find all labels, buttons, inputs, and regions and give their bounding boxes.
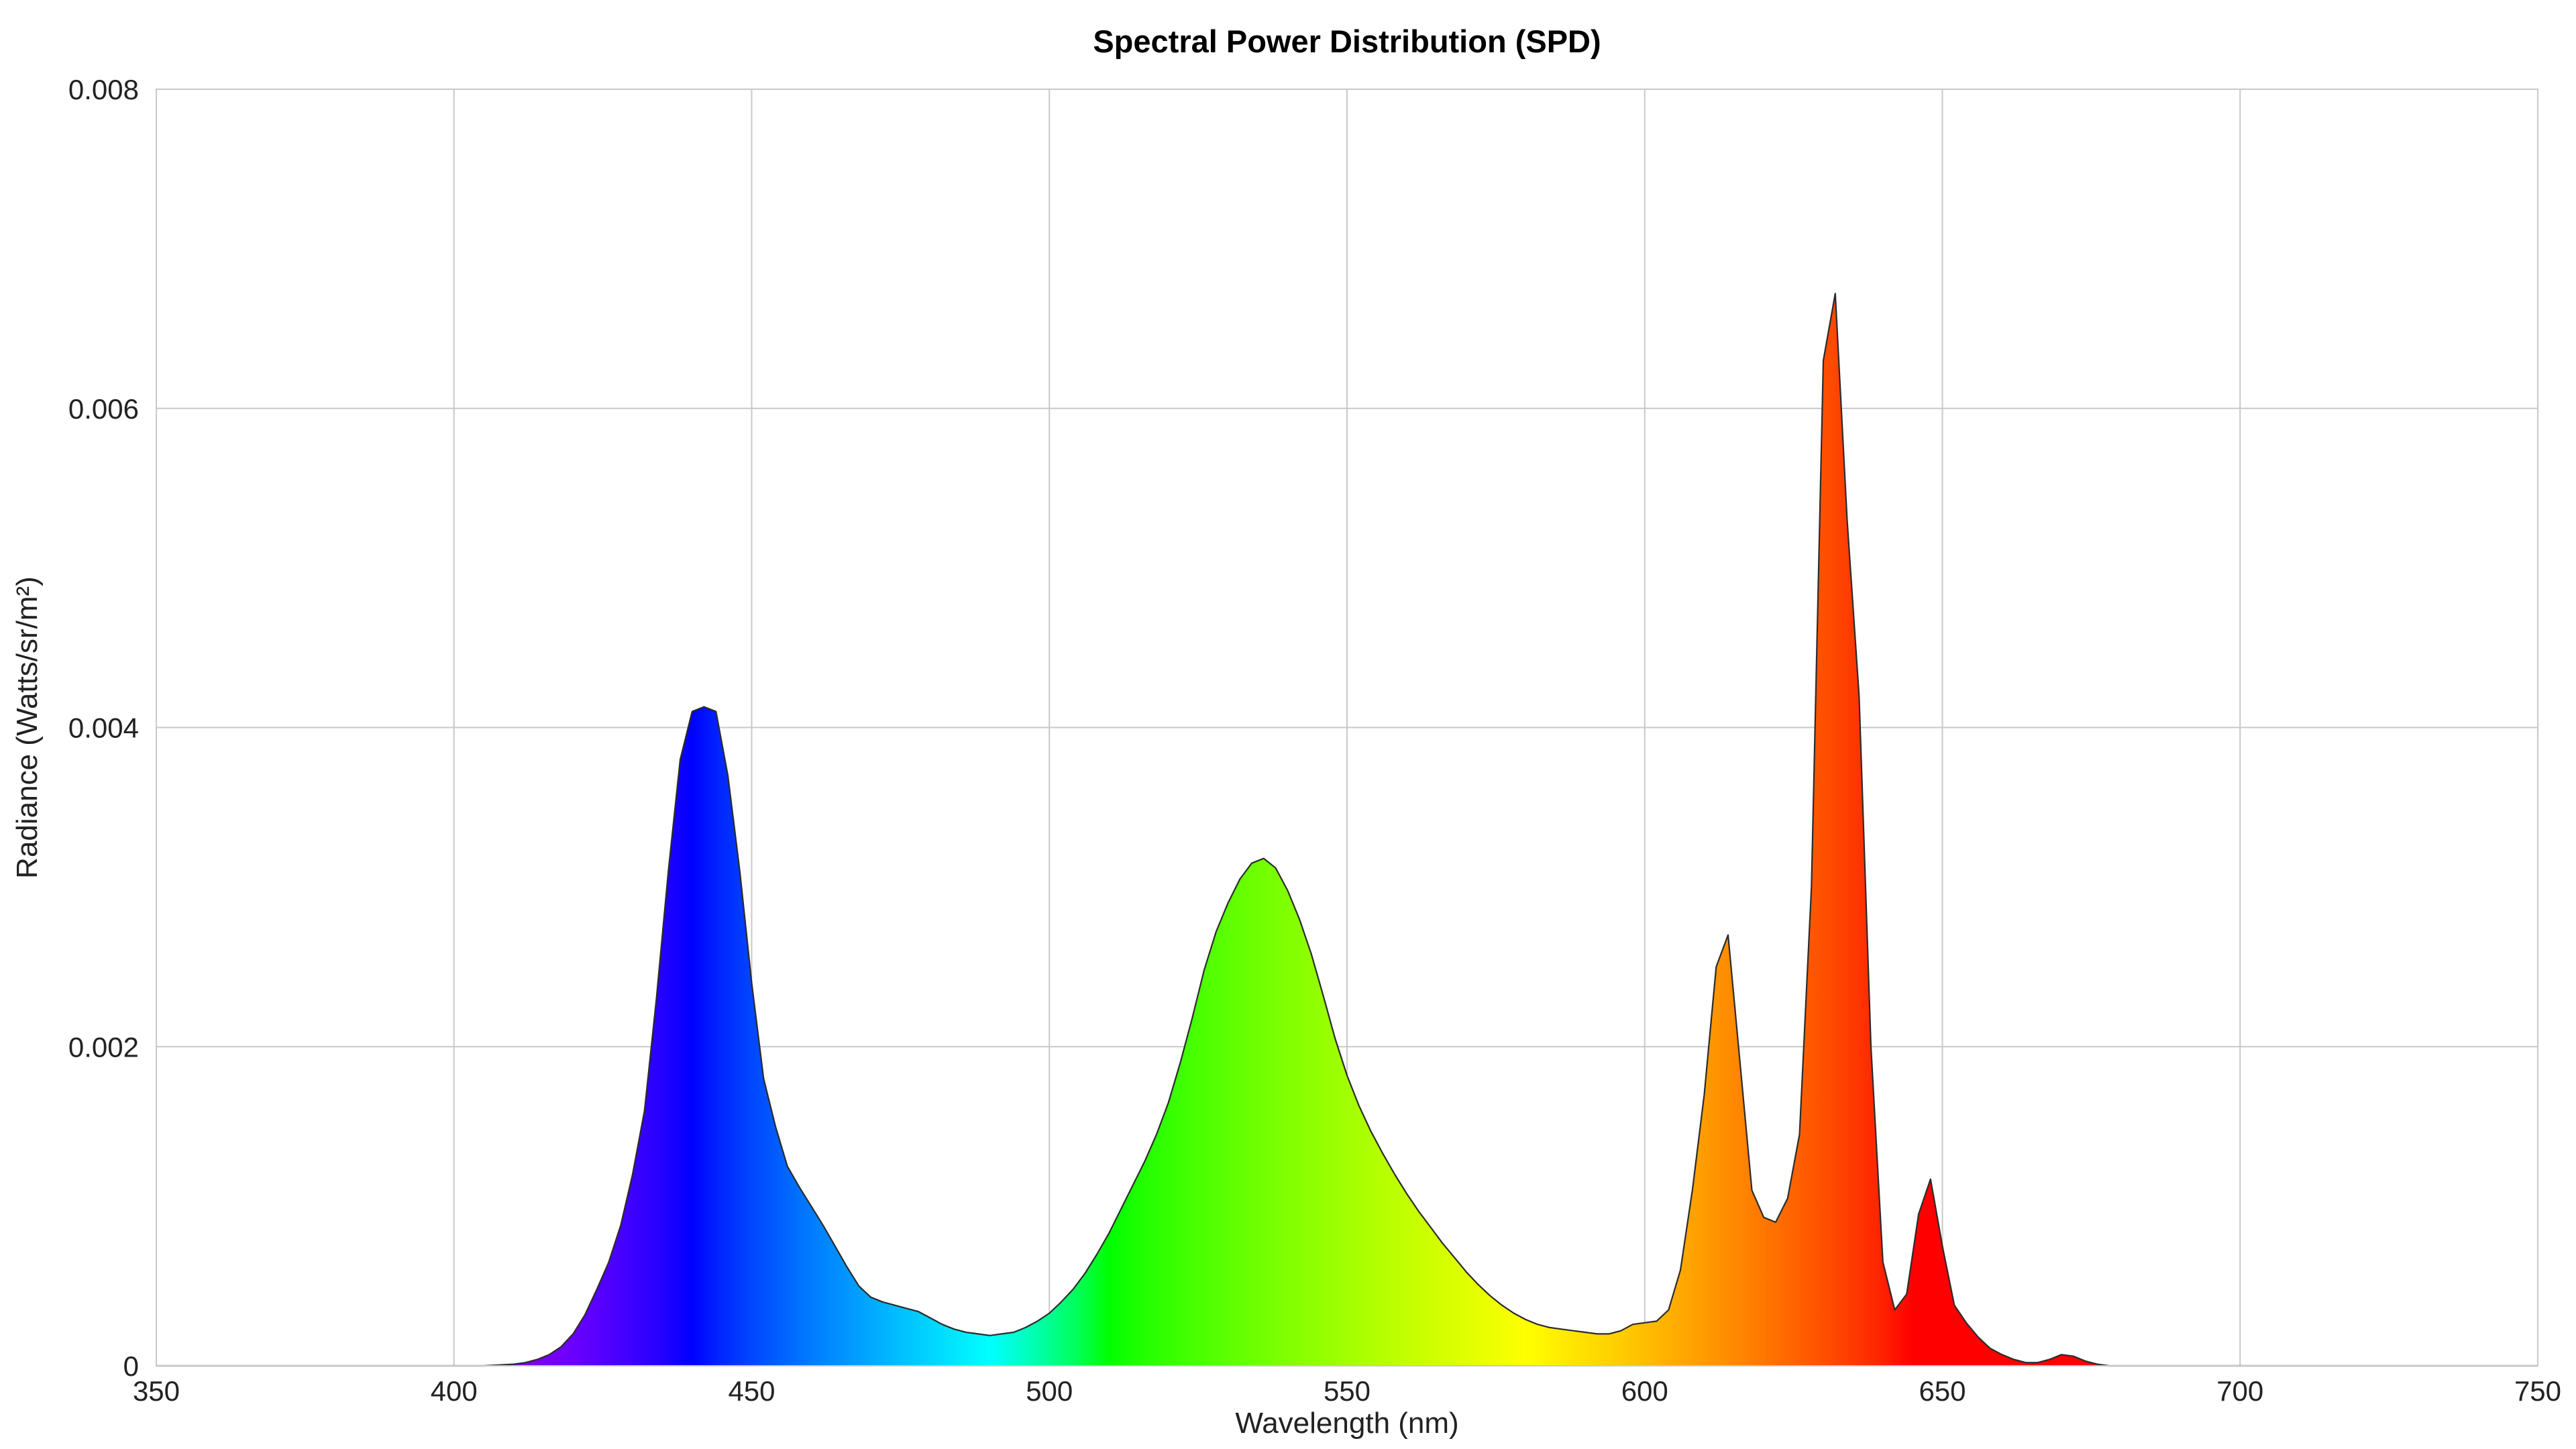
x-tick-label: 750 bbox=[2514, 1375, 2561, 1407]
y-tick-label: 0 bbox=[123, 1350, 139, 1382]
x-tick-label: 350 bbox=[133, 1375, 180, 1407]
x-tick-label: 550 bbox=[1324, 1375, 1371, 1407]
chart-title: Spectral Power Distribution (SPD) bbox=[1093, 23, 1601, 59]
x-tick-label: 450 bbox=[728, 1375, 775, 1407]
spd-area-fill bbox=[156, 293, 2538, 1366]
x-tick-label: 500 bbox=[1026, 1375, 1073, 1407]
spd-series-line bbox=[156, 292, 2538, 1367]
y-axis-label: Radiance (Watts/sr/m²) bbox=[11, 576, 44, 879]
x-tick-label: 650 bbox=[1919, 1375, 1966, 1407]
y-tick-label: 0.004 bbox=[68, 712, 139, 744]
spd-area bbox=[156, 292, 2538, 1367]
y-tick-label: 0.008 bbox=[68, 74, 139, 105]
plot-frame bbox=[156, 89, 2538, 1366]
x-tick-labels: 350 400 450 500 550 600 650 700 750 bbox=[133, 1375, 2561, 1407]
y-tick-label: 0.006 bbox=[68, 393, 139, 425]
y-tick-label: 0.002 bbox=[68, 1031, 139, 1063]
x-axis-label: Wavelength (nm) bbox=[1235, 1407, 1458, 1440]
x-tick-label: 700 bbox=[2216, 1375, 2263, 1407]
x-tick-label: 400 bbox=[431, 1375, 478, 1407]
x-tick-label: 600 bbox=[1621, 1375, 1668, 1407]
y-tick-labels: 0 0.002 0.004 0.006 0.008 bbox=[68, 74, 139, 1382]
